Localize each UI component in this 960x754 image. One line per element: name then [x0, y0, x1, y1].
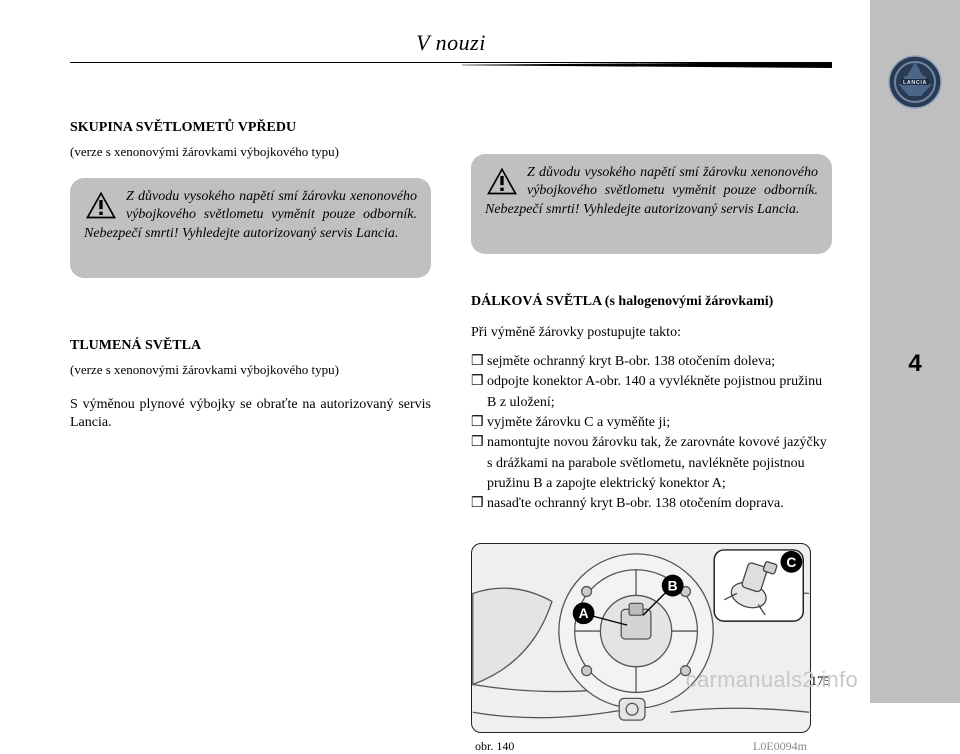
left-heading: SKUPINA SVĚTLOMETŮ VPŘEDU	[70, 120, 431, 136]
right-steps: ❒sejměte ochranný kryt B-obr. 138 otočen…	[471, 352, 832, 514]
warning-icon	[84, 190, 118, 220]
left-warning-box: Z důvodu vysokého napětí smí žárovku xen…	[70, 178, 431, 278]
watermark-text: carmanuals2.info	[686, 667, 858, 693]
left-lowbeam-sub: (verze s xenonovými žárovkami výbojkovéh…	[70, 362, 431, 378]
right-warning-box: Z důvodu vysokého napětí smí žárovku xen…	[471, 154, 832, 254]
figure-140: A B C	[471, 543, 811, 733]
lancia-logo-icon: LANCIA	[887, 54, 943, 110]
bullet-icon: ❒	[471, 372, 487, 413]
svg-text:LANCIA: LANCIA	[903, 80, 927, 86]
left-subheading: (verze s xenonovými žárovkami výbojkovéh…	[70, 144, 431, 160]
warning-icon	[485, 166, 519, 196]
figure-label-c: C	[786, 553, 796, 569]
header-rule	[70, 62, 832, 66]
bullet-icon: ❒	[471, 352, 487, 372]
bullet-icon: ❒	[471, 433, 487, 494]
figure-caption-left: obr. 140	[475, 739, 514, 754]
figure-label-a: A	[579, 605, 589, 621]
figure-caption-right: L0E0094m	[753, 739, 807, 754]
page-header-title: V nouzi	[70, 30, 832, 56]
step-text: odpojte konektor A-obr. 140 a vyvlékněte…	[487, 372, 832, 413]
right-column: Z důvodu vysokého napětí smí žárovku xen…	[471, 120, 832, 754]
bullet-icon: ❒	[471, 413, 487, 433]
step-text: sejměte ochranný kryt B-obr. 138 otočení…	[487, 352, 775, 372]
step-text: vyjměte žárovku C a vyměňte ji;	[487, 413, 670, 433]
bullet-icon: ❒	[471, 494, 487, 514]
right-highbeam-heading: DÁLKOVÁ SVĚTLA (s halogenovými žárovkami…	[471, 294, 832, 310]
step-text: namontujte novou žárovku tak, že zarovná…	[487, 433, 832, 494]
left-warning-text: Z důvodu vysokého napětí smí žárovku xen…	[84, 188, 417, 243]
sidebar: LANCIA 4	[870, 0, 960, 703]
left-lowbeam-heading: TLUMENÁ SVĚTLA	[70, 338, 431, 354]
figure-wrap: A B C obr. 140 L0E0094m	[471, 543, 832, 754]
step-text: nasaďte ochranný kryt B-obr. 138 otočení…	[487, 494, 784, 514]
right-highbeam-intro: Při výměně žárovky postupujte takto:	[471, 324, 832, 342]
chapter-number: 4	[870, 350, 960, 378]
left-lowbeam-body: S výměnou plynové výbojky se obraťte na …	[70, 396, 431, 432]
left-column: SKUPINA SVĚTLOMETŮ VPŘEDU (verze s xenon…	[70, 120, 431, 754]
right-warning-text: Z důvodu vysokého napětí smí žárovku xen…	[485, 164, 818, 219]
figure-label-b: B	[668, 577, 678, 593]
